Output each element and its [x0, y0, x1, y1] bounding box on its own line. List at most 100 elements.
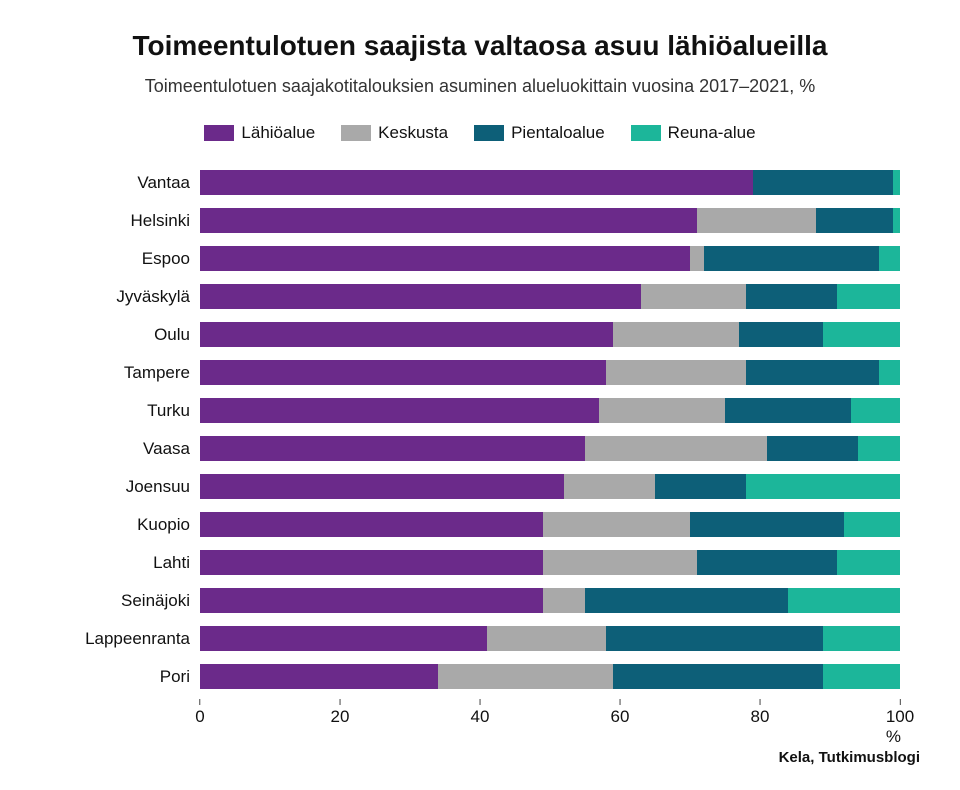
legend-swatch [474, 125, 504, 141]
bar-segment [697, 550, 837, 575]
bar-segment [200, 512, 543, 537]
bar-segment [823, 322, 900, 347]
bar-segment [613, 664, 823, 689]
tick-mark [200, 699, 201, 705]
bar [200, 550, 900, 575]
bar-segment [543, 512, 690, 537]
bar-segment [585, 588, 788, 613]
bar-segment [704, 246, 879, 271]
x-tick: 60 [611, 699, 630, 727]
bar-segment [200, 588, 543, 613]
tick-mark [900, 699, 901, 705]
legend-item: Reuna-alue [631, 123, 756, 143]
legend-label: Pientaloalue [511, 123, 605, 143]
chart-container: Toimeentulotuen saajista valtaosa asuu l… [0, 0, 960, 790]
bar-row: Pori [60, 661, 900, 692]
legend-item: Lähiöalue [204, 123, 315, 143]
bar-row: Kuopio [60, 509, 900, 540]
bar-segment [690, 512, 844, 537]
tick-label: 40 [471, 707, 490, 727]
bar-segment [641, 284, 746, 309]
bar-segment [200, 360, 606, 385]
chart-subtitle: Toimeentulotuen saajakotitalouksien asum… [40, 76, 920, 97]
legend-label: Keskusta [378, 123, 448, 143]
legend-swatch [631, 125, 661, 141]
row-label: Turku [60, 401, 200, 421]
bar [200, 664, 900, 689]
row-label: Vaasa [60, 439, 200, 459]
bar-segment [746, 284, 837, 309]
tick-mark [339, 699, 340, 705]
bar [200, 474, 900, 499]
bar-segment [564, 474, 655, 499]
bar-segment [599, 398, 725, 423]
bar-segment [200, 284, 641, 309]
legend-swatch [204, 125, 234, 141]
legend: Lähiöalue Keskusta Pientaloalue Reuna-alue [40, 123, 920, 143]
tick-mark [759, 699, 760, 705]
bar-segment [200, 626, 487, 651]
tick-label: 60 [611, 707, 630, 727]
x-tick: 80 [751, 699, 770, 727]
x-tick: 0 [195, 699, 204, 727]
bar-segment [858, 436, 900, 461]
row-label: Kuopio [60, 515, 200, 535]
bar-segment [487, 626, 606, 651]
bar [200, 436, 900, 461]
bar-segment [844, 512, 900, 537]
bar-row: Jyväskylä [60, 281, 900, 312]
bar-segment [816, 208, 893, 233]
bar-segment [851, 398, 900, 423]
bar-segment [606, 626, 823, 651]
legend-label: Lähiöalue [241, 123, 315, 143]
bar-row: Espoo [60, 243, 900, 274]
bar [200, 208, 900, 233]
chart-title: Toimeentulotuen saajista valtaosa asuu l… [40, 30, 920, 62]
row-label: Jyväskylä [60, 287, 200, 307]
bar-segment [823, 626, 900, 651]
bar-segment [746, 474, 900, 499]
bar [200, 626, 900, 651]
bar-segment [655, 474, 746, 499]
bar-row: Seinäjoki [60, 585, 900, 616]
bar [200, 588, 900, 613]
bar [200, 360, 900, 385]
tick-label: 80 [751, 707, 770, 727]
bar-rows: Vantaa Helsinki Espoo Jyväskylä Oulu Tampere T… [60, 167, 900, 692]
bar-row: Lahti [60, 547, 900, 578]
bar-row: Lappeenranta [60, 623, 900, 654]
bar-segment [200, 322, 613, 347]
bar [200, 170, 900, 195]
tick-label: 0 [195, 707, 204, 727]
x-axis: 020406080100 % [200, 699, 900, 729]
x-tick: 100 % [886, 699, 914, 747]
bar-segment [697, 208, 816, 233]
bar-segment [767, 436, 858, 461]
bar-row: Helsinki [60, 205, 900, 236]
bar-row: Oulu [60, 319, 900, 350]
bar-segment [200, 664, 438, 689]
bar-segment [543, 588, 585, 613]
bar-segment [690, 246, 704, 271]
legend-item: Pientaloalue [474, 123, 605, 143]
row-label: Tampere [60, 363, 200, 383]
bar-segment [585, 436, 767, 461]
bar-segment [753, 170, 893, 195]
bar-segment [746, 360, 879, 385]
bar [200, 322, 900, 347]
bar-segment [200, 398, 599, 423]
row-label: Lahti [60, 553, 200, 573]
bar-row: Vantaa [60, 167, 900, 198]
bar-segment [200, 246, 690, 271]
source-text: Kela, Tutkimusblogi [779, 749, 920, 766]
bar-segment [200, 208, 697, 233]
bar-segment [879, 246, 900, 271]
x-tick: 20 [331, 699, 350, 727]
legend-swatch [341, 125, 371, 141]
bar-segment [606, 360, 746, 385]
bar-segment [823, 664, 900, 689]
bar [200, 512, 900, 537]
bar-row: Vaasa [60, 433, 900, 464]
bar-segment [613, 322, 739, 347]
chart-area: Vantaa Helsinki Espoo Jyväskylä Oulu Tampere T… [60, 167, 900, 729]
